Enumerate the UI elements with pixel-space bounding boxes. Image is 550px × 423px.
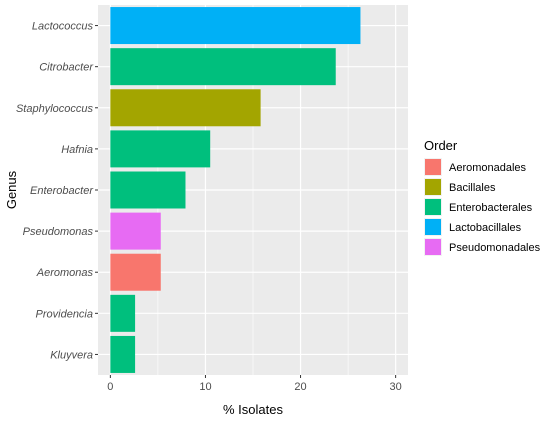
y-tick-label: Staphylococcus	[16, 103, 94, 115]
legend-label: Enterobacterales	[449, 202, 533, 214]
legend-swatch-aeromonadales	[425, 159, 441, 175]
legend-label: Lactobacillales	[449, 222, 522, 234]
bar-lactococcus	[110, 7, 361, 45]
bar-citrobacter	[110, 48, 336, 86]
x-axis: 0 10 20 30	[107, 375, 402, 393]
legend-swatch-lactobacillales	[425, 219, 441, 235]
legend-swatch-pseudomonadales	[425, 239, 441, 255]
y-tick-label: Lactococcus	[32, 21, 94, 33]
y-tick-label: Enterobacter	[30, 185, 94, 197]
legend: Order Aeromonadales Bacillales Enterobacte…	[424, 138, 541, 256]
legend-swatch-enterobacterales	[425, 199, 441, 215]
bar-staphylococcus	[110, 89, 261, 127]
bar-enterobacter	[110, 171, 186, 209]
x-axis-title: % Isolates	[223, 402, 283, 417]
y-tick-label: Hafnia	[61, 144, 93, 156]
y-tick-label: Citrobacter	[39, 62, 94, 74]
legend-label: Bacillales	[449, 182, 496, 194]
legend-title: Order	[424, 138, 458, 153]
y-tick-label: Aeromonas	[36, 267, 94, 279]
bar-pseudomonas	[110, 212, 161, 250]
x-tick-label: 10	[199, 381, 211, 393]
bar-providencia	[110, 294, 136, 332]
bars	[110, 7, 361, 373]
y-axis-title: Genus	[4, 170, 19, 209]
y-axis: Lactococcus Citrobacter Staphylococcus Hafn…	[16, 21, 98, 361]
y-tick-label: Providencia	[36, 308, 93, 320]
x-tick-label: 30	[390, 381, 402, 393]
x-tick-label: 0	[107, 381, 113, 393]
bar-aeromonas	[110, 253, 161, 291]
bar-hafnia	[110, 130, 211, 168]
legend-label: Aeromonadales	[449, 162, 527, 174]
y-tick-label: Pseudomonas	[23, 226, 94, 238]
legend-label: Pseudomonadales	[449, 242, 541, 254]
x-tick-label: 20	[294, 381, 306, 393]
legend-swatch-bacillales	[425, 179, 441, 195]
bar-kluyvera	[110, 335, 136, 373]
y-tick-label: Kluyvera	[50, 349, 93, 361]
